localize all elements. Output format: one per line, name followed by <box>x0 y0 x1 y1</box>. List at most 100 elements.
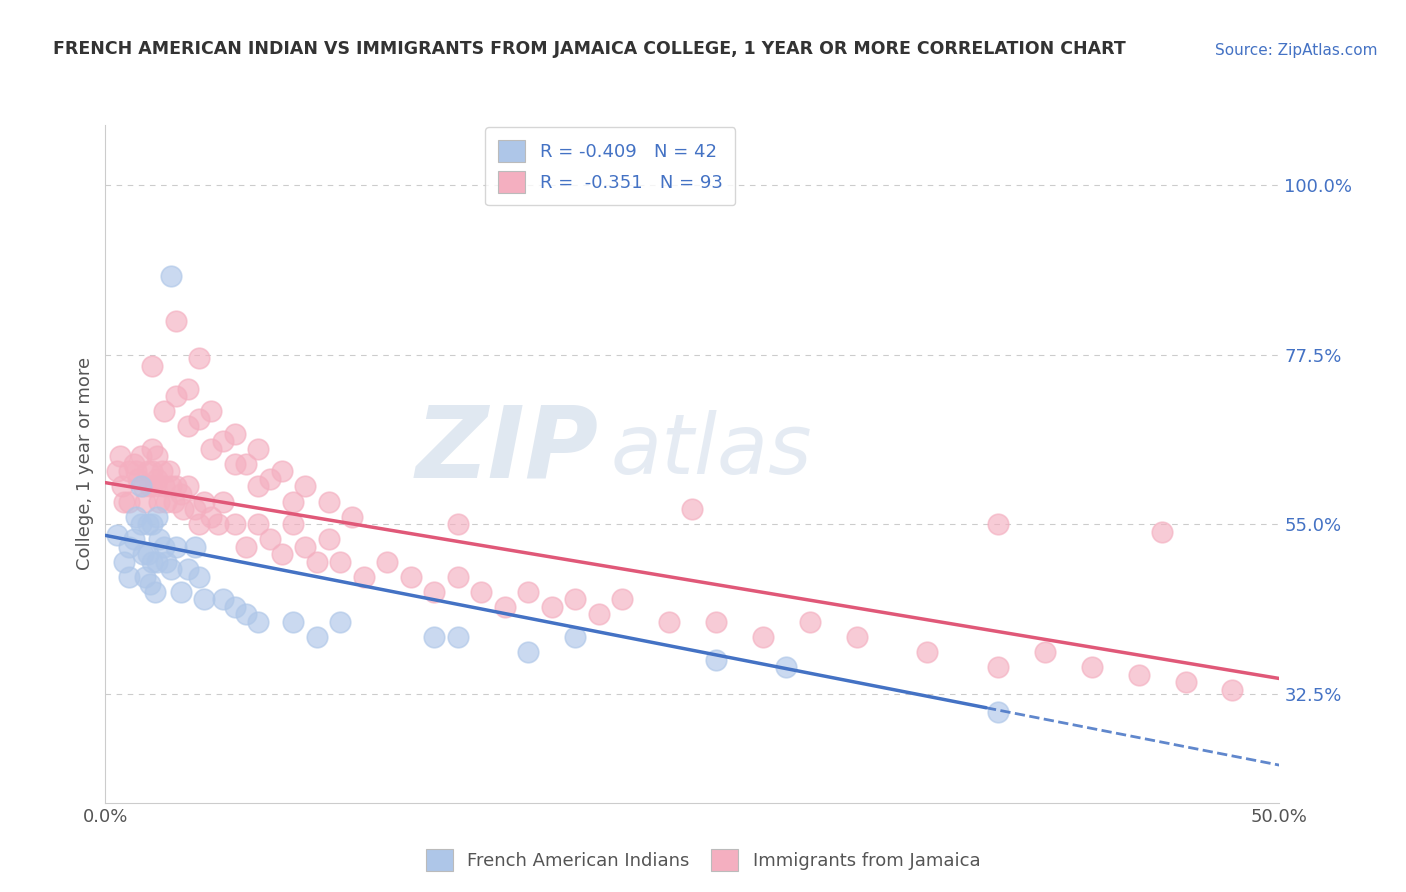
Point <box>134 494 156 508</box>
Point <box>132 547 155 561</box>
Point <box>165 479 187 493</box>
Point <box>125 464 148 478</box>
Point <box>176 382 198 396</box>
Point <box>283 494 305 508</box>
Point <box>1033 645 1056 659</box>
Point <box>247 517 270 532</box>
Point <box>139 479 162 493</box>
Point <box>318 532 340 546</box>
Point <box>125 509 148 524</box>
Point <box>165 540 187 554</box>
Point <box>111 479 134 493</box>
Point <box>259 532 281 546</box>
Point <box>517 645 540 659</box>
Point <box>108 450 131 464</box>
Point <box>235 607 257 622</box>
Point <box>224 599 246 614</box>
Point <box>146 555 169 569</box>
Point <box>112 494 135 508</box>
Point <box>564 592 586 607</box>
Point <box>283 517 305 532</box>
Point <box>143 479 166 493</box>
Point <box>129 450 152 464</box>
Point <box>183 540 205 554</box>
Point <box>564 630 586 644</box>
Point <box>340 509 363 524</box>
Point <box>118 464 141 478</box>
Point <box>155 494 177 508</box>
Point <box>118 570 141 584</box>
Point <box>799 615 821 629</box>
Point <box>112 555 135 569</box>
Point <box>129 479 152 493</box>
Point <box>470 585 492 599</box>
Y-axis label: College, 1 year or more: College, 1 year or more <box>76 358 94 570</box>
Point <box>224 457 246 471</box>
Point <box>176 562 198 576</box>
Point <box>136 517 159 532</box>
Point <box>157 464 180 478</box>
Point <box>270 464 292 478</box>
Point <box>775 660 797 674</box>
Point <box>122 532 145 546</box>
Point <box>517 585 540 599</box>
Point <box>169 487 191 501</box>
Point <box>141 517 163 532</box>
Point <box>160 562 183 576</box>
Point <box>165 389 187 403</box>
Point <box>294 540 316 554</box>
Text: Source: ZipAtlas.com: Source: ZipAtlas.com <box>1215 43 1378 58</box>
Point <box>141 464 163 478</box>
Point <box>329 615 352 629</box>
Point <box>752 630 775 644</box>
Point <box>188 351 211 366</box>
Point <box>153 404 176 418</box>
Point <box>148 532 170 546</box>
Point <box>200 442 222 456</box>
Legend: French American Indians, Immigrants from Jamaica: French American Indians, Immigrants from… <box>419 842 987 879</box>
Point <box>1150 524 1173 539</box>
Point <box>172 502 194 516</box>
Point <box>446 517 468 532</box>
Point <box>987 706 1010 720</box>
Point <box>294 479 316 493</box>
Point <box>183 502 205 516</box>
Point <box>658 615 681 629</box>
Point <box>423 585 446 599</box>
Point <box>188 517 211 532</box>
Point <box>1174 675 1197 690</box>
Point <box>329 555 352 569</box>
Point <box>176 419 198 434</box>
Point <box>162 494 184 508</box>
Point <box>283 615 305 629</box>
Point <box>305 630 328 644</box>
Point <box>270 547 292 561</box>
Point <box>987 660 1010 674</box>
Text: FRENCH AMERICAN INDIAN VS IMMIGRANTS FROM JAMAICA COLLEGE, 1 YEAR OR MORE CORREL: FRENCH AMERICAN INDIAN VS IMMIGRANTS FRO… <box>53 40 1126 58</box>
Point <box>704 615 727 629</box>
Point <box>188 570 211 584</box>
Point <box>118 494 141 508</box>
Point <box>588 607 610 622</box>
Point <box>207 517 229 532</box>
Point <box>122 457 145 471</box>
Point <box>129 517 152 532</box>
Point <box>136 464 159 478</box>
Point <box>141 555 163 569</box>
Point <box>118 540 141 554</box>
Point <box>141 442 163 456</box>
Point <box>375 555 398 569</box>
Point <box>235 540 257 554</box>
Point <box>540 599 562 614</box>
Point <box>423 630 446 644</box>
Point <box>150 464 173 478</box>
Point <box>146 450 169 464</box>
Point <box>176 479 198 493</box>
Point <box>200 509 222 524</box>
Point <box>1128 667 1150 681</box>
Point <box>305 555 328 569</box>
Point <box>247 615 270 629</box>
Legend: R = -0.409   N = 42, R =  -0.351   N = 93: R = -0.409 N = 42, R = -0.351 N = 93 <box>485 128 735 205</box>
Point <box>987 517 1010 532</box>
Point <box>247 479 270 493</box>
